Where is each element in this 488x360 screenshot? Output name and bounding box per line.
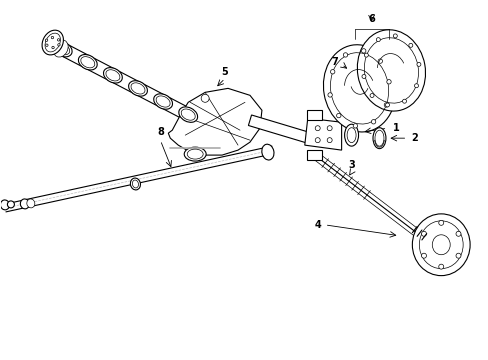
- Circle shape: [57, 39, 60, 41]
- Circle shape: [392, 34, 396, 38]
- Ellipse shape: [7, 201, 14, 208]
- Ellipse shape: [103, 68, 122, 83]
- Circle shape: [361, 75, 365, 78]
- Circle shape: [402, 99, 406, 103]
- Circle shape: [315, 138, 320, 143]
- Ellipse shape: [179, 107, 197, 122]
- Ellipse shape: [323, 45, 395, 132]
- Ellipse shape: [0, 200, 9, 210]
- Circle shape: [326, 126, 331, 131]
- Text: 2: 2: [410, 133, 417, 143]
- Circle shape: [421, 231, 426, 236]
- Circle shape: [352, 123, 357, 128]
- Circle shape: [455, 253, 460, 258]
- Polygon shape: [306, 150, 321, 160]
- Circle shape: [377, 59, 382, 63]
- Text: 4: 4: [314, 220, 321, 230]
- Text: 1: 1: [392, 123, 399, 133]
- Polygon shape: [306, 110, 321, 120]
- Text: 5: 5: [221, 67, 228, 77]
- Circle shape: [455, 231, 460, 236]
- Ellipse shape: [20, 199, 29, 209]
- Circle shape: [58, 44, 60, 46]
- Circle shape: [370, 120, 375, 124]
- Circle shape: [330, 69, 334, 74]
- Polygon shape: [53, 40, 198, 124]
- Text: 3: 3: [347, 160, 354, 170]
- Text: 8: 8: [157, 127, 163, 137]
- Circle shape: [361, 49, 365, 53]
- Circle shape: [327, 93, 332, 97]
- Polygon shape: [248, 115, 311, 143]
- Ellipse shape: [344, 124, 358, 146]
- Ellipse shape: [53, 41, 72, 57]
- Circle shape: [51, 36, 54, 39]
- Polygon shape: [168, 88, 262, 155]
- Ellipse shape: [27, 199, 35, 208]
- Circle shape: [336, 113, 340, 118]
- Ellipse shape: [153, 94, 172, 109]
- Circle shape: [408, 43, 412, 47]
- Circle shape: [201, 94, 209, 102]
- Circle shape: [326, 138, 331, 143]
- Ellipse shape: [130, 178, 140, 190]
- Text: 7: 7: [330, 58, 337, 67]
- Polygon shape: [304, 118, 341, 150]
- Ellipse shape: [261, 144, 273, 160]
- Circle shape: [315, 126, 320, 131]
- Circle shape: [45, 44, 48, 46]
- Circle shape: [369, 94, 373, 98]
- Text: 6: 6: [367, 14, 374, 24]
- Ellipse shape: [411, 214, 469, 276]
- Circle shape: [384, 103, 388, 107]
- Ellipse shape: [78, 54, 97, 70]
- Circle shape: [364, 53, 367, 57]
- Ellipse shape: [53, 40, 68, 57]
- Circle shape: [416, 62, 420, 66]
- Circle shape: [438, 264, 443, 269]
- Circle shape: [343, 53, 347, 57]
- Circle shape: [385, 103, 389, 107]
- Ellipse shape: [184, 147, 206, 161]
- Ellipse shape: [357, 30, 425, 111]
- Ellipse shape: [372, 128, 385, 149]
- Circle shape: [52, 46, 54, 49]
- Circle shape: [376, 38, 380, 42]
- Circle shape: [45, 39, 48, 41]
- Circle shape: [386, 80, 390, 84]
- Circle shape: [414, 84, 418, 88]
- Ellipse shape: [42, 30, 63, 55]
- Circle shape: [438, 220, 443, 225]
- Circle shape: [421, 253, 426, 258]
- Ellipse shape: [128, 81, 147, 96]
